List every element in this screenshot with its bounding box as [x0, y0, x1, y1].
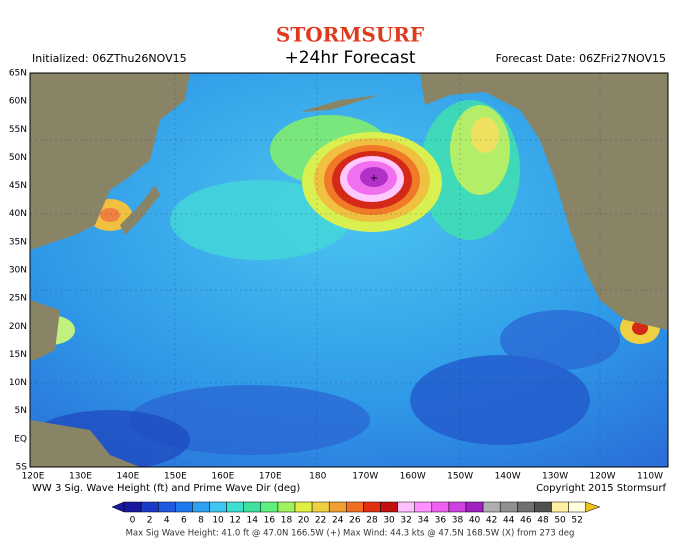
scale-swatch — [551, 501, 569, 513]
lat-label: 15N — [9, 350, 27, 360]
scale-label: 38 — [452, 516, 464, 526]
scale-swatch — [226, 501, 244, 513]
scale-label: 12 — [229, 516, 240, 526]
lon-label: 160E — [211, 472, 234, 482]
scale-swatch — [499, 501, 518, 513]
lat-label: 50N — [9, 153, 27, 163]
scale-label: 52 — [571, 516, 582, 526]
scale-label: 42 — [486, 516, 497, 526]
lat-label: 5N — [15, 406, 27, 416]
title: +24hr Forecast — [285, 48, 416, 68]
scale-swatch — [157, 501, 176, 513]
lon-label: 150W — [447, 472, 473, 482]
map: + — [30, 73, 668, 467]
scale-swatch — [482, 501, 501, 513]
scale-label: 30 — [383, 516, 395, 526]
lat-label: 45N — [9, 181, 27, 191]
scale-label: 2 — [147, 516, 153, 526]
initialized: Initialized: 06ZThu26NOV15 — [32, 52, 187, 65]
scale-arrow — [111, 501, 125, 513]
lon-label: 140W — [495, 472, 521, 482]
lat-label: 10N — [9, 378, 27, 388]
scale-swatch — [175, 501, 193, 513]
stats: Max Sig Wave Height: 41.0 ft @ 47.0N 166… — [126, 529, 575, 539]
scale-label: 48 — [537, 516, 549, 526]
scale-swatch — [363, 501, 381, 513]
lon-label: 120E — [22, 472, 45, 482]
lon-label: 120W — [589, 472, 615, 482]
lon-label: 110W — [637, 472, 663, 482]
scale-label: 10 — [212, 516, 224, 526]
lon-label: 170E — [259, 472, 282, 482]
scale-swatch — [243, 501, 262, 513]
scale-label: 40 — [469, 516, 481, 526]
scale-label: 44 — [503, 516, 515, 526]
scale-label: 50 — [554, 516, 566, 526]
scale-swatch — [260, 501, 279, 513]
scale-swatch — [294, 501, 313, 513]
caption: WW 3 Sig. Wave Height (ft) and Prime Wav… — [32, 483, 300, 494]
scale-label: 32 — [400, 516, 411, 526]
scale-label: 6 — [181, 516, 187, 526]
copyright: Copyright 2015 Stormsurf — [536, 483, 666, 494]
scale-label: 18 — [281, 516, 293, 526]
scale-label: 26 — [349, 516, 361, 526]
lat-label: 5S — [16, 463, 28, 473]
lon-label: 180 — [309, 472, 326, 482]
scale-swatch — [448, 501, 467, 513]
scale-swatch — [140, 501, 159, 513]
lon-label: 140E — [116, 472, 139, 482]
lon-label: 160W — [400, 472, 426, 482]
scale-label: 4 — [164, 516, 170, 526]
scale-label: 16 — [264, 516, 276, 526]
scale-label: 14 — [247, 516, 259, 526]
scale-label: 20 — [298, 516, 310, 526]
scale-label: 36 — [435, 516, 447, 526]
scale-swatch — [534, 501, 552, 513]
scale-swatch — [465, 501, 484, 513]
lat-label: 60N — [9, 97, 27, 107]
scale-swatch — [346, 501, 364, 513]
scale-swatch — [209, 501, 227, 513]
scale-label: 24 — [332, 516, 344, 526]
lat-label: 25N — [9, 294, 27, 304]
scale-label: 22 — [315, 516, 326, 526]
lat-label: 30N — [9, 266, 27, 276]
lat-label: 20N — [9, 322, 27, 332]
lon-label: 150E — [164, 472, 187, 482]
lon-label: 130E — [69, 472, 92, 482]
scale-swatch — [414, 501, 433, 513]
scale-swatch — [380, 501, 398, 513]
scale-swatch — [568, 501, 586, 513]
scale-arrow — [585, 501, 601, 513]
lat-label: 65N — [9, 69, 27, 79]
scale-label: 0 — [130, 516, 136, 526]
scale-label: 8 — [198, 516, 204, 526]
lon-label: 170W — [352, 472, 378, 482]
scale-swatch — [397, 501, 415, 513]
brand: STORMSURF — [276, 23, 424, 47]
scale-swatch — [517, 501, 535, 513]
lat-label: 40N — [9, 209, 27, 219]
scale-swatch — [123, 501, 142, 513]
scale-swatch — [311, 501, 330, 513]
lon-label: 130W — [542, 472, 568, 482]
scale-label: 28 — [366, 516, 378, 526]
forecast-date: Forecast Date: 06ZFri27NOV15 — [496, 52, 666, 65]
scale-swatch — [328, 501, 347, 513]
scale-label: 34 — [418, 516, 430, 526]
scale-swatch — [431, 501, 450, 513]
lat-label: EQ — [14, 434, 27, 444]
svg-text:+: + — [370, 173, 378, 184]
scale-swatch — [192, 501, 210, 513]
scale-label: 46 — [520, 516, 532, 526]
lat-label: 55N — [9, 125, 27, 135]
scale-swatch — [277, 501, 296, 513]
lat-label: 35N — [9, 237, 27, 247]
